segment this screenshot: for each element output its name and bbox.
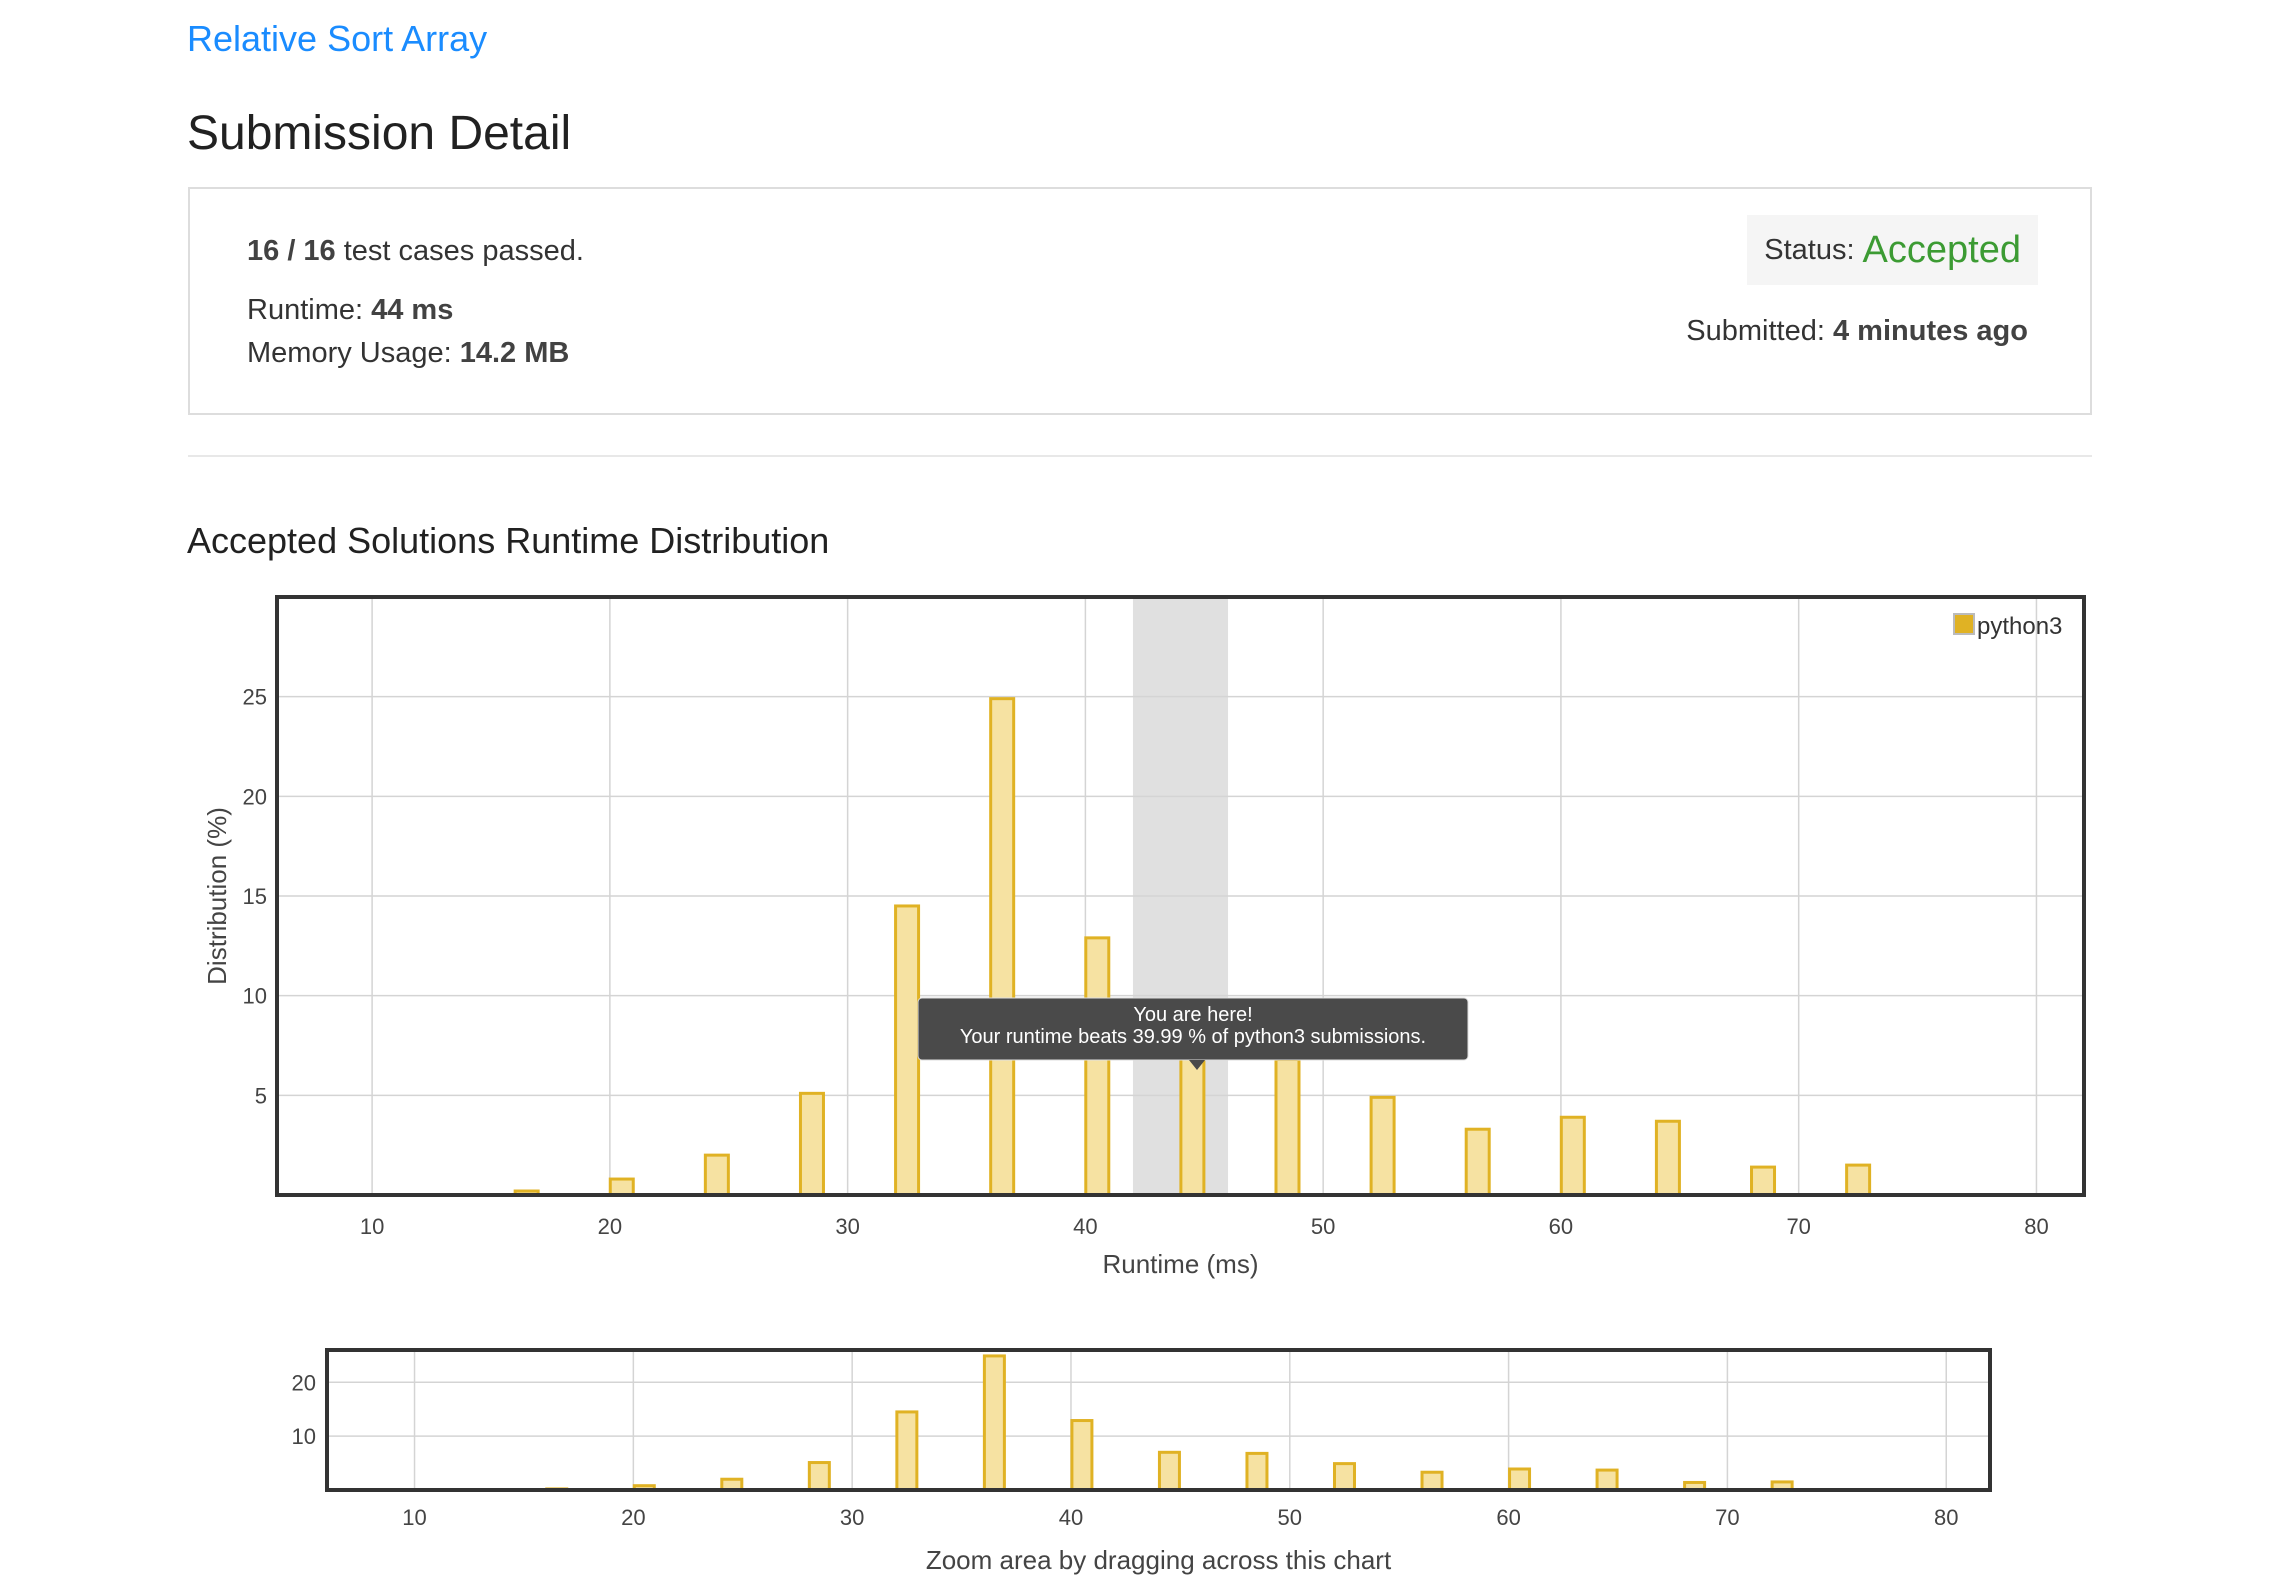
nav-bar-python3 <box>1157 1450 1181 1492</box>
nav-x-tick-label: 80 <box>1934 1505 1958 1530</box>
nav-x-tick-label: 70 <box>1715 1505 1739 1530</box>
runtime-value: 44 ms <box>371 294 454 326</box>
nav-bar-python3 <box>1420 1470 1444 1492</box>
tooltip-title: You are here! <box>1133 1004 1252 1026</box>
x-tick-label: 80 <box>2024 1214 2048 1239</box>
memory-value: 14.2 MB <box>459 337 570 369</box>
nav-x-tick-label: 60 <box>1496 1505 1520 1530</box>
nav-x-tick-label: 50 <box>1278 1505 1302 1530</box>
y-tick-label: 10 <box>243 984 267 1009</box>
legend[interactable]: python3 <box>1953 613 2062 640</box>
legend-label-python3: python3 <box>1977 613 2062 640</box>
submitted-value: 4 minutes ago <box>1833 315 2028 347</box>
nav-bar-python3 <box>895 1410 919 1492</box>
nav-bar-python3 <box>982 1354 1006 1492</box>
y-axis-title: Distribution (%) <box>202 807 232 985</box>
memory-label: Memory Usage: <box>247 337 452 369</box>
test-cases-count: 16 / 16 <box>247 235 336 267</box>
nav-x-tick-label: 20 <box>621 1505 645 1530</box>
nav-bar-python3 <box>1508 1467 1532 1492</box>
test-cases-summary: 16 / 16 test cases passed. <box>247 235 584 268</box>
x-tick-label: 60 <box>1549 1214 1573 1239</box>
x-tick-label: 40 <box>1073 1214 1097 1239</box>
status-badge: Status: Accepted <box>1747 215 2038 285</box>
nav-y-tick-label: 10 <box>292 1424 316 1449</box>
nav-bar-python3 <box>807 1461 831 1492</box>
y-tick-label: 25 <box>243 685 267 710</box>
y-tick-label: 20 <box>243 784 267 809</box>
x-tick-label: 30 <box>835 1214 859 1239</box>
legend-swatch-python3 <box>1953 613 1975 635</box>
x-tick-label: 20 <box>598 1214 622 1239</box>
tooltip-text: Your runtime beats 39.99 % of python3 su… <box>960 1026 1426 1048</box>
runtime-stat: Runtime: 44 ms <box>247 294 453 327</box>
section-divider <box>188 455 2092 457</box>
nav-y-tick-label: 20 <box>292 1370 316 1395</box>
nav-bar-python3 <box>1332 1462 1356 1492</box>
nav-bar-python3 <box>1245 1451 1269 1492</box>
nav-x-tick-label: 40 <box>1059 1505 1083 1530</box>
x-axis-title: Runtime (ms) <box>1102 1249 1258 1279</box>
problem-title-link[interactable]: Relative Sort Array <box>187 18 488 59</box>
memory-stat: Memory Usage: 14.2 MB <box>247 337 569 370</box>
zoom-caption: Zoom area by dragging across this chart <box>926 1545 1392 1575</box>
status-value: Accepted <box>1862 228 2021 271</box>
status-label: Status: <box>1764 233 1855 266</box>
nav-bar-python3 <box>1595 1468 1619 1492</box>
nav-plot-frame <box>325 1348 1992 1492</box>
x-tick-label: 50 <box>1311 1214 1335 1239</box>
nav-bar-python3 <box>1070 1419 1094 1492</box>
x-tick-label: 10 <box>360 1214 384 1239</box>
nav-x-tick-label: 30 <box>840 1505 864 1530</box>
runtime-tooltip: You are here!Your runtime beats 39.99 % … <box>917 997 1469 1070</box>
runtime-label: Runtime: <box>247 294 364 326</box>
y-tick-label: 15 <box>243 884 267 909</box>
section-title: Accepted Solutions Runtime Distribution <box>187 520 830 561</box>
test-cases-suffix: test cases passed. <box>343 235 584 267</box>
tooltip-pointer <box>1189 1060 1205 1070</box>
submitted-time: Submitted: 4 minutes ago <box>1686 315 2028 348</box>
submission-summary-card: 16 / 16 test cases passed. Runtime: 44 m… <box>188 187 2092 415</box>
page-title: Submission Detail <box>187 107 572 160</box>
x-tick-label: 70 <box>1786 1214 1810 1239</box>
y-tick-label: 5 <box>255 1083 267 1108</box>
submitted-label: Submitted: <box>1686 315 1825 347</box>
plot-frame <box>275 595 2086 1197</box>
nav-x-tick-label: 10 <box>402 1505 426 1530</box>
